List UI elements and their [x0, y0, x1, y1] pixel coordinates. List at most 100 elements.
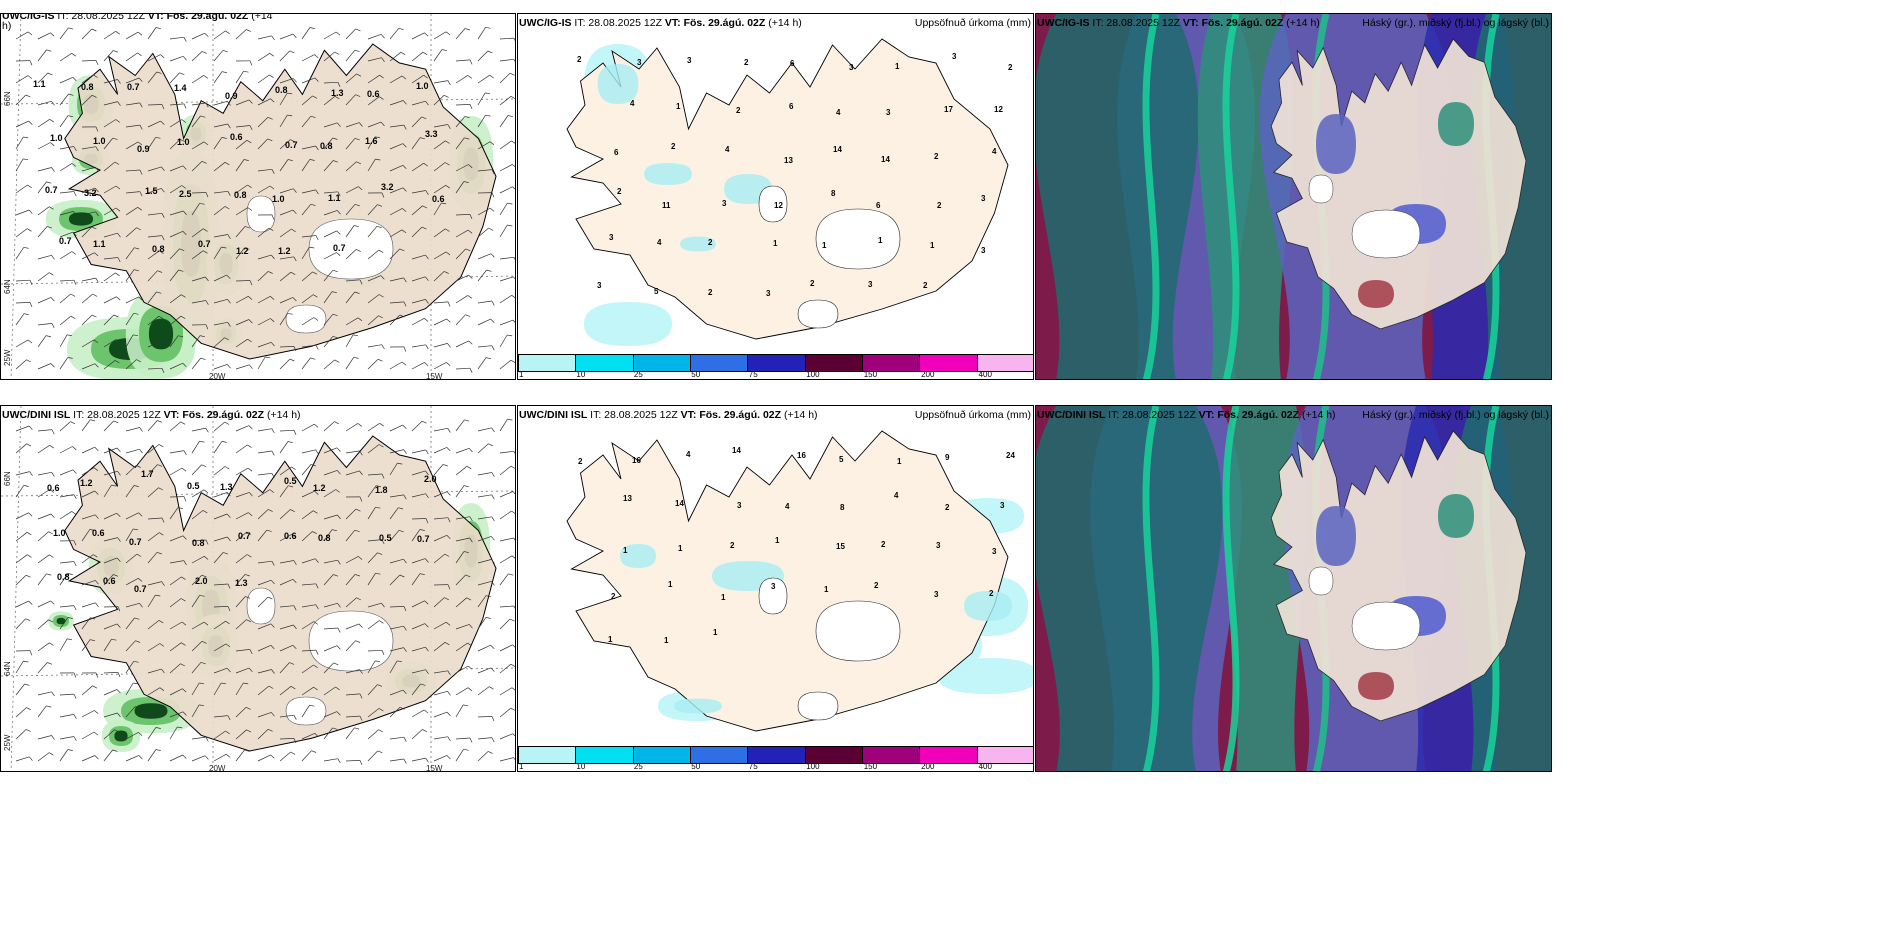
barb-shaft — [37, 297, 51, 304]
wind-barb — [367, 708, 384, 718]
wind-barb — [499, 687, 515, 696]
wind-barb — [103, 537, 121, 542]
wind-barb — [433, 553, 450, 564]
model-label: UWC/IG-IS — [1037, 17, 1090, 29]
barb-feather — [379, 74, 384, 79]
barb-feather — [51, 472, 55, 477]
barb-feather — [425, 344, 429, 350]
wind-barb — [279, 312, 293, 326]
barb-shaft — [367, 423, 380, 432]
barb-shaft — [103, 537, 118, 542]
barb-shaft — [37, 691, 52, 696]
wind-barb — [15, 618, 31, 630]
barb-shaft — [37, 619, 49, 630]
barb-feather — [491, 494, 495, 500]
barb-shaft — [257, 450, 272, 454]
barb-feather — [50, 513, 55, 518]
barb-shaft — [301, 344, 316, 348]
wind-barb — [235, 706, 251, 718]
wind-barb — [147, 166, 165, 172]
barb-feather — [93, 554, 98, 558]
barb-feather — [68, 93, 74, 96]
barb-shaft — [59, 736, 74, 740]
barb-feather — [270, 296, 275, 300]
barb-feather — [507, 334, 513, 337]
barb-shaft — [477, 559, 492, 564]
barb-shaft — [169, 210, 184, 216]
barb-shaft — [477, 667, 492, 674]
precip-value-label: 1 — [897, 457, 902, 466]
wind-barb — [103, 420, 119, 432]
wind-barb — [213, 30, 230, 40]
barb-feather — [26, 707, 31, 711]
barb-shaft — [389, 164, 403, 172]
barb-feather — [227, 583, 231, 589]
precip-value-label: 2 — [730, 541, 735, 550]
barb-shaft — [235, 682, 244, 696]
wind-barb — [81, 419, 96, 432]
barb-shaft — [367, 204, 378, 216]
barb-feather — [507, 418, 513, 421]
barb-feather — [205, 427, 209, 433]
barb-shaft — [455, 749, 464, 762]
barb-feather — [335, 686, 340, 691]
barb-shaft — [301, 449, 316, 454]
barb-feather — [183, 37, 187, 42]
barb-shaft — [81, 252, 95, 260]
barb-feather — [180, 139, 185, 142]
barb-feather — [49, 119, 54, 123]
barb-shaft — [455, 181, 465, 194]
barb-feather — [27, 184, 32, 189]
barb-shaft — [433, 621, 447, 630]
barb-feather — [226, 513, 231, 518]
wind-barb — [323, 230, 341, 238]
wind-barb — [257, 450, 275, 456]
wind-barb — [279, 485, 294, 498]
wind-barb — [125, 124, 143, 130]
wind-barb — [345, 161, 362, 172]
wind-barb — [455, 274, 473, 282]
glacier — [758, 577, 788, 615]
wind-barb — [59, 446, 77, 454]
precip-value-label: 1 — [895, 62, 900, 71]
barb-feather — [290, 271, 296, 276]
barb-shaft — [235, 71, 244, 84]
barb-feather — [359, 669, 363, 674]
wind-barb — [411, 449, 429, 455]
barb-shaft — [125, 124, 140, 128]
wind-barb — [103, 689, 121, 696]
wind-barb — [191, 335, 205, 348]
barb-shaft — [477, 737, 492, 740]
wind-barb — [367, 57, 385, 63]
wind-barb — [15, 184, 32, 194]
cloud-title: Háský (gr.), miðský (fj.bl.) og lágský (… — [1362, 17, 1549, 29]
barb-shaft — [169, 315, 182, 326]
barb-feather — [204, 32, 209, 37]
wind-barb — [433, 162, 450, 172]
barb-feather — [268, 685, 274, 689]
barb-shaft — [147, 120, 161, 128]
wind-barb — [455, 367, 473, 373]
wind-barb — [499, 295, 515, 304]
barb-shaft — [279, 560, 294, 564]
barb-shaft — [301, 558, 316, 564]
wind-barb — [301, 54, 319, 62]
barb-shaft — [81, 363, 96, 370]
barb-feather — [223, 552, 229, 555]
barb-feather — [156, 291, 162, 294]
precip-value-label: 3 — [1000, 501, 1005, 510]
barb-feather — [117, 672, 121, 678]
barb-shaft — [147, 235, 162, 238]
barb-shaft — [345, 138, 356, 150]
barb-shaft — [103, 484, 112, 498]
wind-barb — [257, 509, 273, 520]
barb-feather — [248, 667, 253, 673]
wind-barb — [15, 485, 29, 498]
barb-feather — [267, 138, 273, 142]
wind-barb — [279, 209, 297, 216]
barb-feather — [293, 605, 297, 611]
barb-shaft — [477, 686, 490, 696]
barb-shaft — [301, 203, 312, 216]
barb-feather — [379, 423, 385, 427]
barb-feather — [315, 449, 319, 455]
